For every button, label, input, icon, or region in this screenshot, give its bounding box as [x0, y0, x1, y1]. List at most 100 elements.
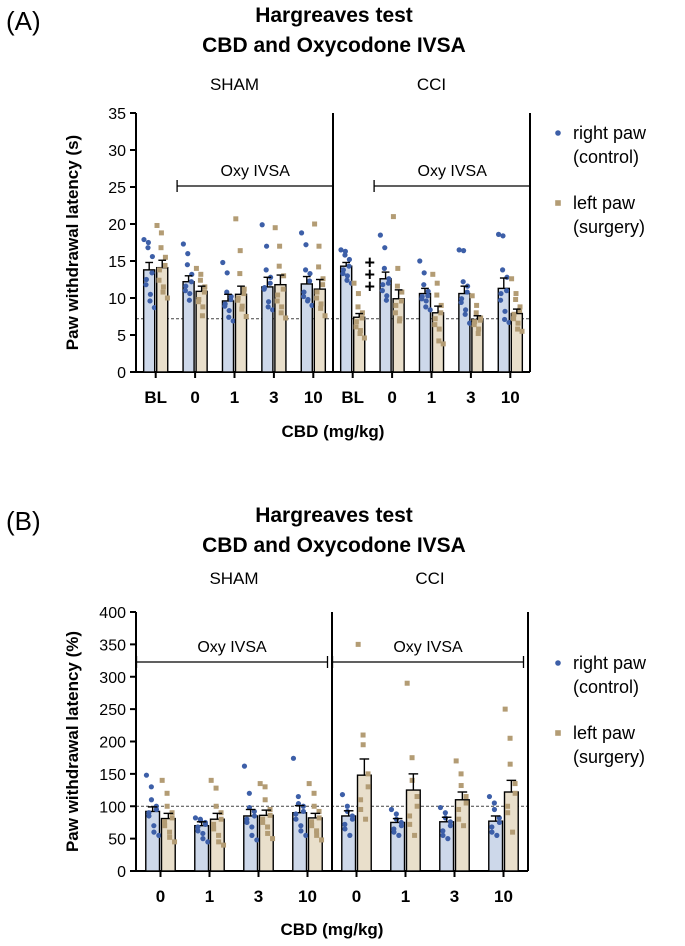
- point-left-paw: [162, 823, 168, 829]
- point-right-paw: [309, 302, 315, 308]
- point-right-paw: [293, 811, 299, 817]
- point-left-paw: [314, 828, 320, 834]
- oxy-bracket-label: Oxy IVSA: [393, 639, 463, 656]
- point-left-paw: [396, 318, 402, 324]
- point-left-paw: [438, 302, 444, 308]
- point-right-paw: [145, 245, 151, 251]
- point-left-paw: [278, 310, 284, 316]
- point-right-paw: [344, 277, 350, 283]
- point-left-paw: [211, 826, 217, 832]
- bar-left-paw: [274, 283, 287, 373]
- point-right-paw: [381, 265, 387, 271]
- point-left-paw: [316, 808, 322, 814]
- point-right-paw: [503, 288, 510, 294]
- point-right-paw: [222, 303, 228, 309]
- point-right-paw: [141, 236, 147, 243]
- point-right-paw: [344, 273, 350, 279]
- point-left-paw: [213, 803, 219, 809]
- point-left-paw: [316, 264, 322, 270]
- point-left-paw: [432, 322, 438, 328]
- point-right-paw: [224, 289, 230, 295]
- point-right-paw: [307, 270, 313, 277]
- point-right-paw: [259, 222, 265, 228]
- x-tick-label: 3: [254, 887, 263, 906]
- x-axis-title: CBD (mg/kg): [282, 422, 385, 441]
- point-left-paw: [353, 319, 359, 325]
- point-right-paw: [466, 320, 473, 326]
- point-right-paw: [425, 293, 431, 299]
- point-left-paw: [314, 832, 320, 838]
- bar-left-paw: [392, 298, 405, 373]
- point-left-paw: [519, 328, 525, 334]
- point-left-paw: [407, 821, 413, 827]
- point-right-paw: [504, 274, 510, 280]
- point-right-paw: [447, 823, 454, 829]
- point-right-paw: [342, 821, 348, 827]
- point-left-paw: [357, 328, 363, 334]
- point-right-paw: [464, 289, 470, 295]
- point-right-paw: [346, 263, 352, 269]
- point-left-paw: [169, 815, 175, 821]
- point-right-paw: [301, 289, 307, 295]
- point-right-paw: [502, 308, 508, 314]
- point-left-paw: [456, 806, 462, 812]
- point-left-paw: [167, 834, 173, 840]
- point-left-paw: [517, 304, 523, 310]
- point-left-paw: [311, 790, 317, 796]
- point-left-paw: [404, 680, 410, 686]
- x-tick-label: 0: [387, 388, 396, 407]
- point-left-paw: [360, 742, 366, 748]
- point-right-paw: [254, 837, 260, 843]
- legend-label: left paw: [573, 193, 636, 213]
- point-right-paw: [263, 267, 269, 273]
- point-right-paw: [267, 280, 273, 286]
- point-right-paw: [151, 823, 157, 829]
- point-right-paw: [421, 270, 427, 276]
- point-right-paw: [241, 763, 248, 769]
- point-left-paw: [154, 222, 160, 228]
- point-left-paw: [316, 243, 322, 249]
- legend-label: (control): [573, 147, 639, 167]
- point-right-paw: [497, 297, 504, 303]
- point-left-paw: [355, 304, 361, 310]
- point-right-paw: [499, 267, 506, 273]
- x-tick-label: 3: [450, 887, 459, 906]
- point-right-paw: [251, 813, 258, 819]
- point-right-paw: [145, 239, 151, 246]
- point-right-paw: [423, 298, 429, 304]
- point-left-paw: [351, 280, 357, 286]
- group-label: SHAM: [210, 75, 259, 94]
- point-left-paw: [221, 842, 227, 848]
- point-left-paw: [280, 286, 286, 292]
- point-left-paw: [511, 311, 517, 317]
- point-right-paw: [306, 278, 313, 284]
- point-right-paw: [342, 826, 348, 832]
- oxy-bracket-label: Oxy IVSA: [418, 163, 488, 180]
- y-tick-label: 0: [117, 864, 126, 881]
- point-left-paw: [159, 777, 165, 783]
- point-right-paw: [498, 290, 504, 297]
- point-left-paw: [363, 816, 369, 822]
- point-right-paw: [228, 296, 234, 303]
- point-right-paw: [265, 299, 272, 305]
- point-left-paw: [322, 313, 328, 319]
- point-right-paw: [303, 242, 309, 248]
- point-left-paw: [162, 254, 168, 260]
- point-right-paw: [379, 288, 385, 294]
- y-axis-title: Paw withdrawal latency (%): [63, 631, 82, 852]
- point-left-paw: [395, 265, 401, 271]
- group-label: SHAM: [209, 569, 258, 588]
- y-tick-label: 25: [108, 180, 126, 197]
- point-left-paw: [199, 313, 205, 319]
- point-left-paw: [283, 315, 289, 321]
- point-right-paw: [263, 243, 270, 249]
- point-right-paw: [491, 800, 497, 806]
- point-left-paw: [512, 790, 518, 796]
- point-left-paw: [162, 262, 168, 268]
- point-right-paw: [304, 298, 311, 304]
- point-right-paw: [290, 755, 297, 761]
- y-tick-label: 10: [108, 291, 126, 308]
- point-left-paw: [274, 298, 280, 304]
- x-tick-label: 10: [304, 388, 323, 407]
- point-left-paw: [158, 230, 164, 236]
